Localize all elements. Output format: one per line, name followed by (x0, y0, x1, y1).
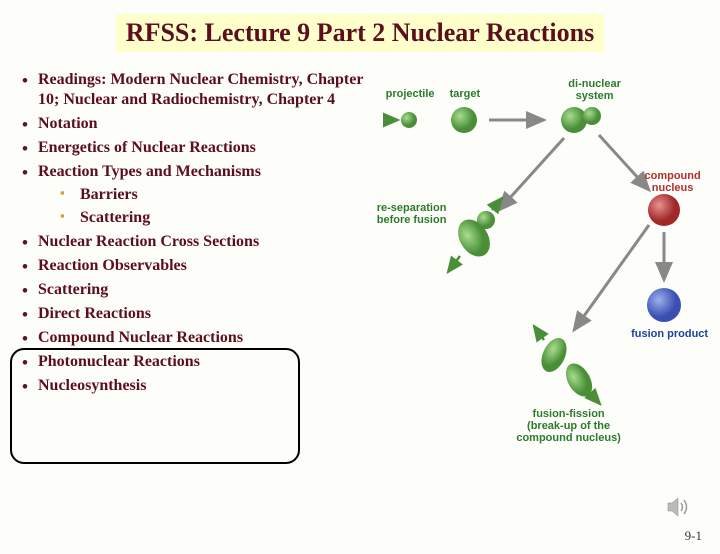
label-target: target (450, 88, 481, 100)
bullet-item: Readings: Modern Nuclear Chemistry, Chap… (38, 70, 374, 110)
bullet-item: Notation (38, 114, 374, 134)
speaker-icon (666, 495, 694, 524)
label-projectile: projectile (386, 88, 435, 100)
bullet-item: Direct Reactions (38, 304, 374, 324)
sub-bullet-item: Barriers (80, 185, 370, 205)
label-compound: compound nucleus (640, 170, 706, 194)
bullet-item: Nuclear Reaction Cross Sections (38, 232, 374, 252)
bullet-item: Reaction Observables (38, 256, 374, 276)
bullet-item: Reaction Types and Mechanisms Barriers S… (38, 162, 374, 228)
bullet-item: Compound Nuclear Reactions (38, 328, 374, 348)
label-reseparation: re-separation before fusion (368, 202, 456, 226)
page-number: 9-1 (685, 528, 702, 544)
sub-bullet-item: Scattering (80, 208, 370, 228)
label-fusion-product: fusion product (620, 328, 720, 340)
label-dinuclear: di-nuclear system (560, 78, 630, 102)
diagram-svg (374, 80, 714, 460)
reaction-diagram: projectile target di-nuclear system re-s… (374, 80, 700, 460)
bullet-item: Scattering (38, 280, 374, 300)
bullet-text: Reaction Types and Mechanisms (38, 163, 261, 180)
bullet-item: Energetics of Nuclear Reactions (38, 138, 374, 158)
label-fission: fusion-fission (break-up of the compound… (504, 408, 634, 444)
highlight-box (10, 348, 300, 464)
page-title: RFSS: Lecture 9 Part 2 Nuclear Reactions (116, 14, 604, 52)
